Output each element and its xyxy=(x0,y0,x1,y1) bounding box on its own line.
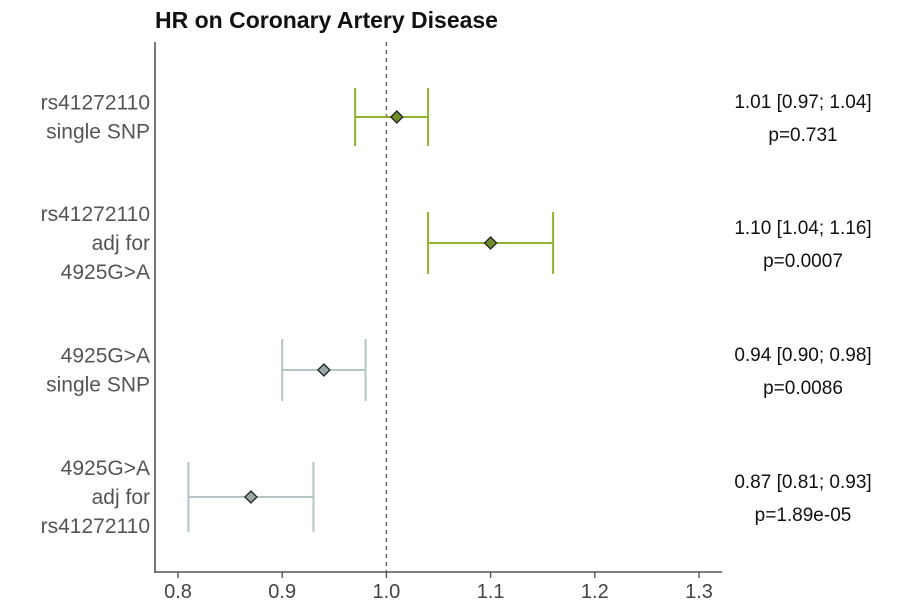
row-annotations: 1.01 [0.97; 1.04] p=0.731 1.10 [1.04; 1.16… xyxy=(734,92,871,526)
x-tick-label: 1.0 xyxy=(372,581,400,603)
x-tick-label: 0.9 xyxy=(268,581,296,603)
x-tick-label: 1.1 xyxy=(477,581,505,603)
p-value-text: p=0.0086 xyxy=(763,378,843,399)
hr-point-marker xyxy=(389,110,404,124)
chart-title: HR on Coronary Artery Disease xyxy=(155,7,498,33)
hr-point-marker xyxy=(316,363,331,377)
row-label: rs41272110 xyxy=(41,515,150,538)
axes: 0.8 0.9 1.0 1.1 1.2 1.3 xyxy=(154,42,722,603)
hr-point-marker xyxy=(483,236,498,250)
p-value-text: p=0.731 xyxy=(768,125,837,146)
row-label: 4925G>A xyxy=(61,261,150,284)
row-label: single SNP xyxy=(46,121,150,144)
hr-ci-text: 1.10 [1.04; 1.16] xyxy=(734,218,871,239)
p-value-text: p=1.89e-05 xyxy=(755,505,852,526)
row-label: adj for xyxy=(92,486,150,509)
hr-ci-text: 0.94 [0.90; 0.98] xyxy=(734,345,871,366)
x-tick-label: 0.8 xyxy=(164,581,192,603)
row-label: adj for xyxy=(92,232,150,255)
x-tick-label: 1.2 xyxy=(581,581,609,603)
hr-ci-text: 0.87 [0.81; 0.93] xyxy=(734,472,871,493)
x-tick-label: 1.3 xyxy=(685,581,713,603)
p-value-text: p=0.0007 xyxy=(763,251,843,272)
row-label: single SNP xyxy=(46,374,150,397)
row-label: rs41272110 xyxy=(41,92,150,115)
row-labels: rs41272110 single SNP rs41272110 adj for 492… xyxy=(41,92,150,539)
hr-point-marker xyxy=(244,490,258,504)
row-label: rs41272110 xyxy=(41,203,150,226)
hr-ci-text: 1.01 [0.97; 1.04] xyxy=(734,92,871,113)
plot-rows xyxy=(187,88,555,532)
row-label: 4925G>A xyxy=(61,345,150,368)
row-label: 4925G>A xyxy=(61,457,150,480)
